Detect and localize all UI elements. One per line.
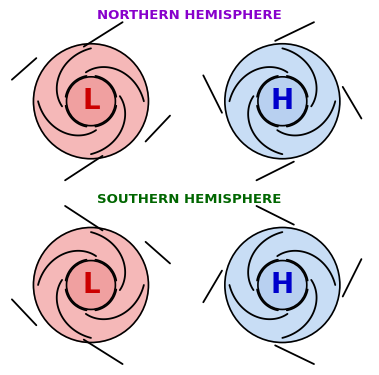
Text: L: L bbox=[82, 87, 100, 115]
Circle shape bbox=[33, 44, 149, 159]
Text: SOUTHERN HEMISPHERE: SOUTHERN HEMISPHERE bbox=[97, 193, 282, 206]
Text: H: H bbox=[271, 87, 294, 115]
Circle shape bbox=[258, 77, 307, 126]
Circle shape bbox=[225, 44, 340, 159]
Circle shape bbox=[67, 261, 115, 309]
Circle shape bbox=[33, 228, 149, 342]
Circle shape bbox=[67, 77, 115, 126]
Text: NORTHERN HEMISPHERE: NORTHERN HEMISPHERE bbox=[97, 9, 282, 22]
Text: H: H bbox=[271, 271, 294, 299]
Circle shape bbox=[225, 228, 340, 342]
Text: L: L bbox=[82, 271, 100, 299]
Circle shape bbox=[258, 261, 307, 309]
